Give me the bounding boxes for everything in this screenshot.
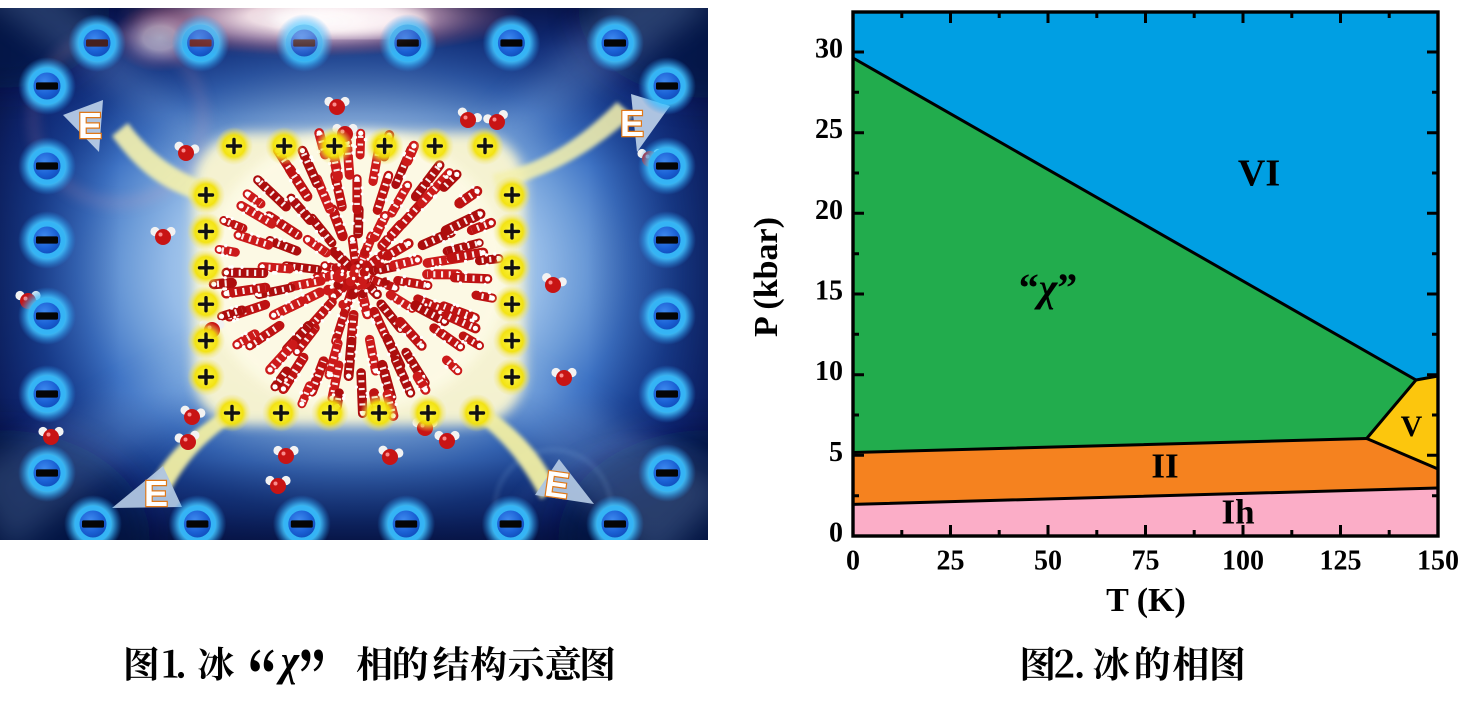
svg-text:P (kbar): P (kbar) bbox=[748, 217, 785, 337]
svg-text:15: 15 bbox=[815, 276, 843, 307]
svg-text:30: 30 bbox=[815, 34, 843, 65]
svg-text:V: V bbox=[1401, 410, 1423, 443]
svg-text:50: 50 bbox=[1034, 546, 1062, 577]
svg-text:75: 75 bbox=[1132, 546, 1160, 577]
svg-text:E: E bbox=[620, 103, 644, 144]
svg-text:10: 10 bbox=[815, 356, 843, 387]
svg-text:VI: VI bbox=[1238, 153, 1280, 195]
svg-text:II: II bbox=[1151, 446, 1178, 485]
svg-text:25: 25 bbox=[937, 546, 965, 577]
svg-text:0: 0 bbox=[846, 546, 860, 577]
svg-text:125: 125 bbox=[1320, 546, 1362, 577]
svg-text:Ih: Ih bbox=[1221, 493, 1254, 532]
svg-text:0: 0 bbox=[829, 518, 843, 549]
svg-text:E: E bbox=[78, 105, 102, 146]
svg-text:25: 25 bbox=[815, 114, 843, 145]
svg-text:5: 5 bbox=[829, 437, 843, 468]
svg-text:150: 150 bbox=[1417, 546, 1459, 577]
svg-text:“χ”: “χ” bbox=[1019, 265, 1078, 310]
svg-text:T (K): T (K) bbox=[1106, 582, 1186, 619]
svg-text:E: E bbox=[144, 473, 168, 514]
svg-text:100: 100 bbox=[1222, 546, 1264, 577]
svg-text:20: 20 bbox=[815, 195, 843, 226]
